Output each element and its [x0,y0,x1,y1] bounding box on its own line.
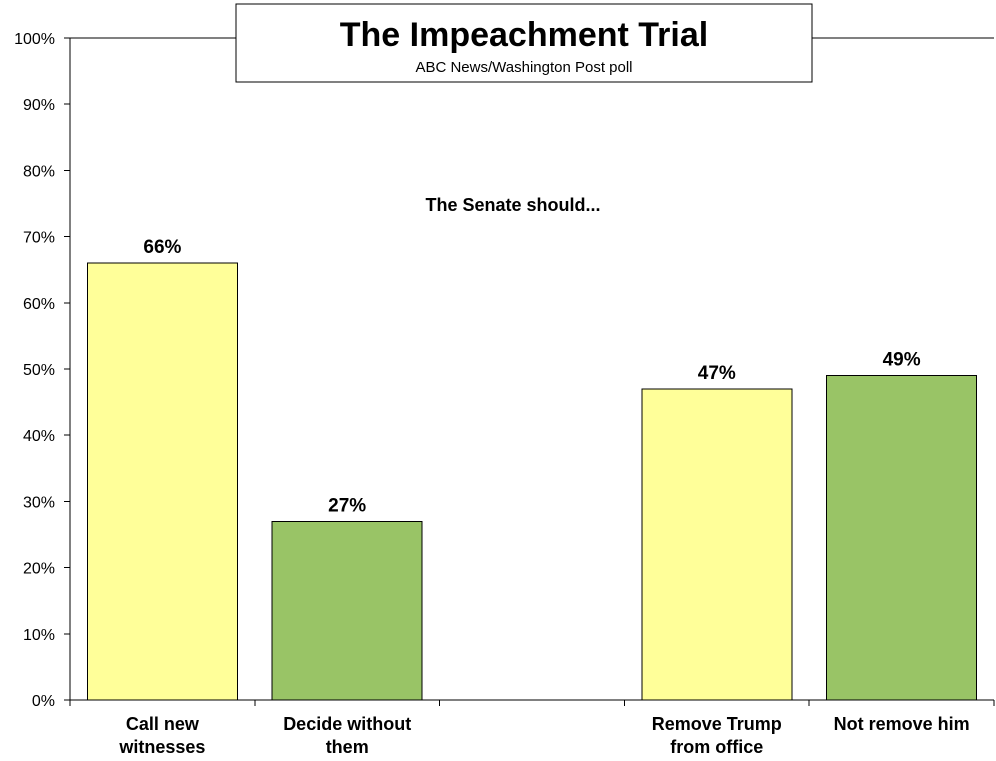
bar [826,375,978,701]
bar [641,388,793,701]
data-label: 49% [883,350,921,371]
chart-title: The Impeachment Trial [340,16,708,54]
data-label: 66% [143,237,181,258]
bar-series [86,262,978,701]
data-label: 27% [328,495,366,516]
chart-annotation: The Senate should... [425,195,600,215]
title-box [235,3,813,83]
y-tick-label: 10% [23,627,55,644]
x-tick-label: Decide without them [283,714,411,757]
y-tick-label: 20% [23,561,55,578]
y-tick-label: 100% [14,31,55,48]
y-tick-label: 0% [32,693,55,710]
y-tick-label: 80% [23,163,55,180]
y-tick-label: 70% [23,230,55,247]
x-tick-labels: Call new witnesses Decide without them Remov… [118,714,969,757]
x-tick-label: Remove Trump from office [652,714,782,757]
x-axis [69,699,995,706]
y-tick-labels: 0% 10% 20% 30% 40% 50% 60% 70% 80% 90% 100% [14,31,55,710]
bar [271,520,423,701]
y-tick-label: 50% [23,362,55,379]
data-label: 47% [698,363,736,384]
y-axis [64,37,71,701]
y-tick-label: 40% [23,428,55,445]
bar [86,262,238,701]
y-tick-label: 90% [23,97,55,114]
y-tick-label: 30% [23,494,55,511]
y-tick-label: 60% [23,296,55,313]
chart-subtitle: ABC News/Washington Post poll [415,59,632,76]
data-labels: 66% 27% 47% 49% [143,237,920,516]
x-tick-label: Call new witnesses [118,714,205,757]
x-tick-label: Not remove him [834,714,970,734]
